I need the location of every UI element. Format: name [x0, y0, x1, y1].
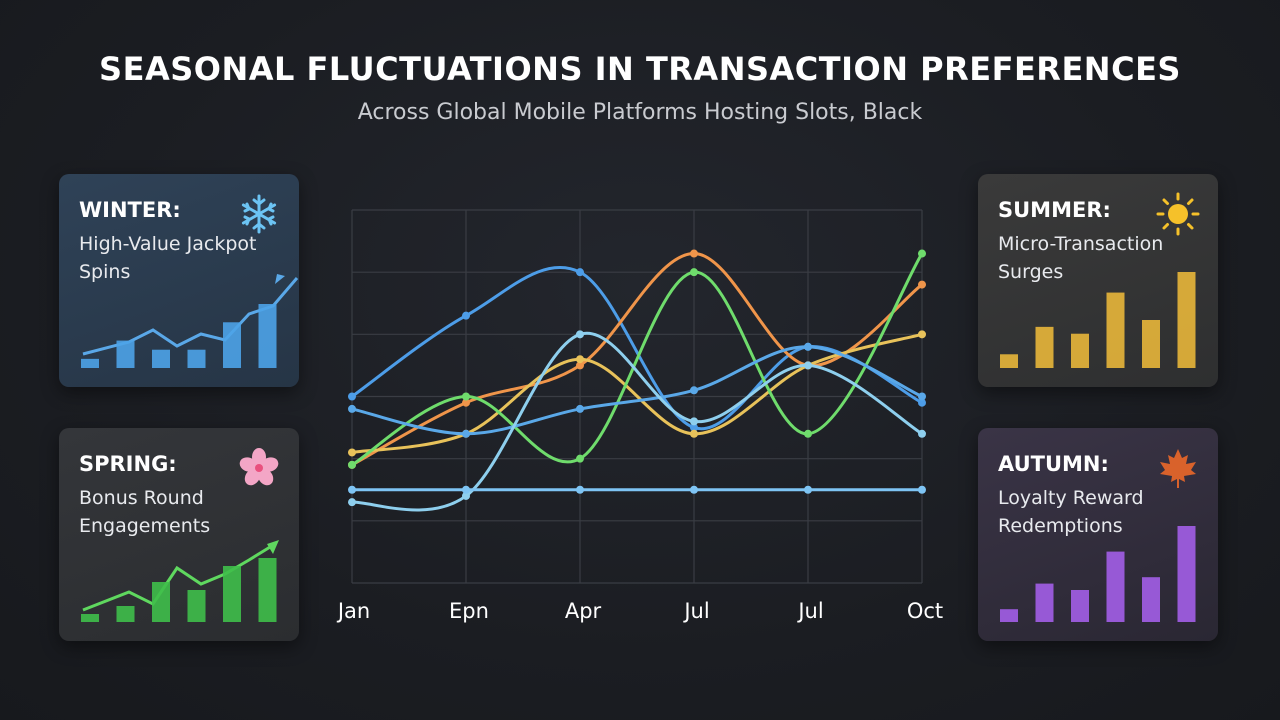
winter-mini-chart — [81, 274, 299, 368]
autumn-season-label: AUTUMN: — [998, 452, 1109, 476]
series-point — [348, 498, 356, 507]
page-title: SEASONAL FLUCTUATIONS IN TRANSACTION PRE… — [99, 50, 1181, 88]
spring-bar — [223, 566, 241, 622]
summer-season-label: SUMMER: — [998, 198, 1111, 222]
autumn-bars — [1000, 526, 1196, 622]
series-point — [348, 404, 356, 413]
series-point — [576, 454, 584, 463]
summer-card: SUMMER: Micro-Transaction Surges — [978, 174, 1218, 387]
sun-icon — [1156, 192, 1200, 236]
series-point — [462, 392, 470, 401]
summer-bar — [1035, 326, 1054, 368]
series-point — [576, 404, 584, 413]
winter-description: High-Value Jackpot Spins — [79, 233, 257, 283]
series-point — [690, 429, 698, 438]
spring-card: SPRING: Bonus Round Engagements — [59, 428, 299, 641]
winter-bar — [152, 349, 170, 368]
spring-description: Bonus Round Engagements — [79, 487, 211, 537]
spring-bar — [258, 558, 277, 622]
series-point — [690, 485, 698, 494]
cherry-blossom-icon — [239, 448, 279, 486]
series-point — [462, 311, 470, 320]
series-point — [918, 330, 926, 339]
x-tick-label: Epn — [449, 599, 489, 623]
autumn-bar — [1035, 583, 1054, 622]
autumn-bar — [1071, 590, 1089, 622]
series-point — [918, 429, 926, 438]
series-point — [462, 485, 470, 494]
x-tick-label: Jul — [796, 599, 823, 623]
spring-bar — [81, 614, 99, 622]
winter-card: WINTER: High-Value Jackpot Spins — [59, 174, 299, 387]
summer-mini-chart — [1000, 272, 1196, 368]
winter-season-label: WINTER: — [79, 198, 181, 222]
series-point — [804, 429, 812, 438]
x-axis-ticks: Jan Epn Apr Jul Jul Oct — [336, 599, 943, 623]
summer-bar — [1106, 292, 1125, 368]
x-tick-label: Oct — [907, 599, 943, 623]
series-point — [462, 429, 470, 438]
winter-bar — [116, 340, 135, 368]
series-line-5 — [350, 345, 924, 436]
series-point — [918, 398, 926, 407]
maple-leaf-icon — [1160, 449, 1196, 488]
series-point — [576, 361, 584, 370]
series-point — [462, 398, 470, 407]
winter-bar — [258, 304, 277, 368]
summer-description: Micro-Transaction Surges — [998, 233, 1164, 283]
series-point — [348, 460, 356, 469]
series-point — [918, 392, 926, 401]
autumn-bar — [1177, 526, 1196, 622]
series-point — [576, 485, 584, 494]
series-point — [576, 355, 584, 364]
spring-bars — [81, 558, 277, 622]
summer-bar — [1000, 354, 1018, 368]
summer-bars — [1000, 272, 1196, 368]
autumn-description: Loyalty Reward Redemptions — [998, 487, 1144, 537]
series-point — [804, 361, 812, 370]
spring-mini-chart — [81, 540, 279, 622]
main-line-chart: Jan Epn Apr Jul Jul Oct — [336, 209, 943, 623]
autumn-bar — [1000, 609, 1018, 622]
chart-series — [348, 249, 926, 512]
x-tick-label: Jul — [682, 599, 709, 623]
series-point — [918, 280, 926, 289]
autumn-card: AUTUMN: Loyalty Reward Redemptions — [978, 428, 1218, 641]
series-point — [690, 249, 698, 258]
series-point — [576, 330, 584, 339]
series-point — [804, 485, 812, 494]
autumn-bar — [1142, 577, 1160, 622]
winter-bar — [223, 322, 241, 368]
summer-bar — [1177, 272, 1196, 368]
series-point — [348, 448, 356, 457]
summer-bar — [1142, 320, 1160, 368]
series-point — [918, 249, 926, 258]
series-point — [462, 491, 470, 500]
summer-bar — [1071, 333, 1089, 368]
series-point — [690, 386, 698, 395]
spring-bar — [187, 590, 206, 622]
autumn-mini-chart — [1000, 526, 1196, 622]
series-point — [576, 268, 584, 277]
spring-bar — [152, 582, 170, 622]
spring-bar — [116, 606, 135, 622]
series-point — [348, 392, 356, 401]
winter-bar — [187, 349, 206, 368]
autumn-bar — [1106, 551, 1125, 622]
series-point — [690, 423, 698, 432]
series-point — [804, 342, 812, 351]
series-line-2 — [350, 252, 924, 467]
series-point — [348, 485, 356, 494]
series-point — [690, 268, 698, 277]
spring-season-label: SPRING: — [79, 452, 177, 476]
winter-bars — [81, 304, 277, 368]
series-point — [690, 417, 698, 426]
page-subtitle: Across Global Mobile Platforms Hosting S… — [357, 100, 923, 125]
x-tick-label: Apr — [565, 599, 602, 623]
x-tick-label: Jan — [336, 599, 370, 623]
snowflake-icon — [241, 194, 277, 234]
winter-bar — [81, 358, 99, 368]
series-point — [918, 485, 926, 494]
